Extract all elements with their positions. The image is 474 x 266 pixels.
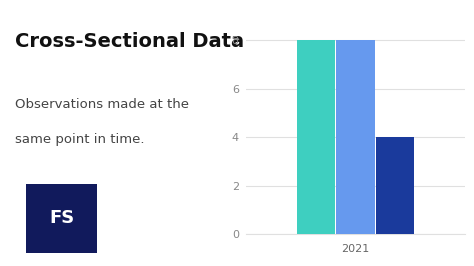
Text: Observations made at the: Observations made at the bbox=[15, 98, 189, 111]
Text: Cross-Sectional Data: Cross-Sectional Data bbox=[15, 32, 244, 51]
Bar bbox=[297, 40, 335, 234]
Bar bbox=[376, 137, 414, 234]
Text: FS: FS bbox=[49, 209, 74, 227]
Text: same point in time.: same point in time. bbox=[15, 133, 144, 146]
FancyBboxPatch shape bbox=[21, 179, 102, 257]
Bar bbox=[337, 40, 374, 234]
